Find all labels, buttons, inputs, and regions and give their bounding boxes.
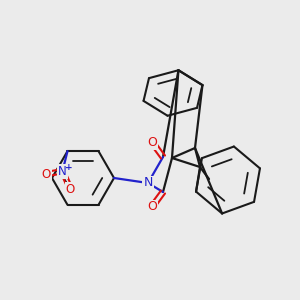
Text: O: O [147,136,157,148]
Text: O: O [147,200,157,214]
Text: N: N [58,165,67,178]
Text: N: N [143,176,153,190]
Text: O: O [66,183,75,196]
Text: +: + [65,163,72,172]
Text: O: O [42,168,51,181]
